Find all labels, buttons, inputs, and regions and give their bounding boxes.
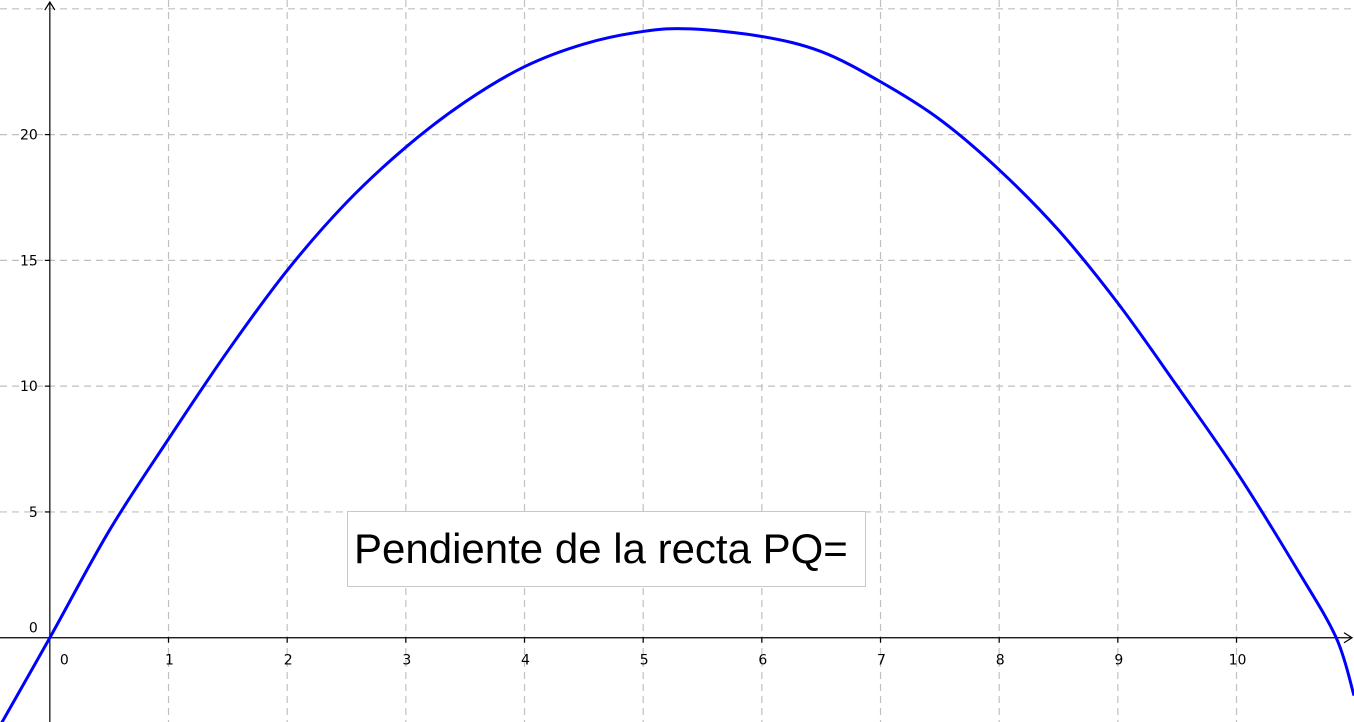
x-tick-label: 0 <box>60 653 69 669</box>
y-tick-label: 15 <box>20 253 38 269</box>
x-tick-label: 6 <box>758 653 767 669</box>
x-tick-label: 9 <box>1114 653 1123 669</box>
x-tick-label: 8 <box>996 653 1005 669</box>
y-axis-arrow <box>44 0 56 11</box>
horizontal-grid-lines <box>0 8 1354 513</box>
x-tick-label: 1 <box>165 653 174 669</box>
x-tick-label: 10 <box>1229 653 1247 669</box>
x-tick-label: 5 <box>640 653 649 669</box>
y-tick-label: 5 <box>29 505 38 521</box>
y-tick-labels: 0 5 10 15 20 <box>20 128 38 637</box>
function-curve-0 <box>0 27 1354 722</box>
y-tick-label: 0 <box>29 621 38 637</box>
x-tick-label: 2 <box>284 653 293 669</box>
slope-label: Pendiente de la recta PQ= <box>354 525 848 572</box>
x-tick-label: 7 <box>877 653 886 669</box>
x-tick-label: 3 <box>402 653 411 669</box>
slope-text-box: Pendiente de la recta PQ= <box>347 511 866 587</box>
vertical-grid-lines <box>167 0 1238 722</box>
curves <box>0 27 1354 722</box>
y-tick-label: 10 <box>20 379 38 395</box>
x-axis-arrow <box>1343 632 1354 644</box>
y-tick-label: 20 <box>20 128 38 144</box>
x-tick-label: 4 <box>521 653 530 669</box>
x-tick-labels: 0 1 2 3 4 5 6 7 8 9 10 <box>60 653 1247 669</box>
